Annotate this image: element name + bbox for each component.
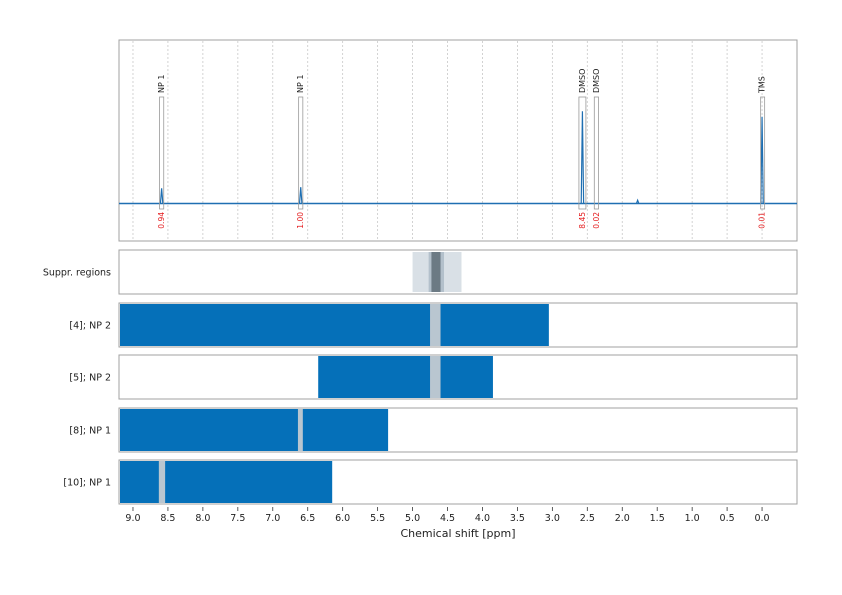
spectrum-frame	[118, 39, 798, 242]
spectrum-peak	[580, 111, 585, 204]
x-tick-label: 3.5	[510, 513, 525, 524]
row-label: [10]; NP 1	[63, 478, 111, 489]
range-row: [5]; NP 2	[69, 354, 798, 400]
integral-value: 0.01	[758, 212, 767, 229]
x-tick-label: 2.0	[615, 513, 630, 524]
range-bar	[120, 304, 549, 346]
x-tick-label: 4.5	[440, 513, 455, 524]
spectrum-peak	[760, 116, 764, 204]
x-tick-label: 7.5	[230, 513, 245, 524]
x-axis: 9.0 8.5 8.0 7.5 7.0 6.5 6.0 5.5 5.0 4.5 4.0 3.5 3.0 2…	[125, 507, 770, 540]
range-highlight	[297, 409, 303, 451]
range-row: [4]; NP 2	[69, 302, 798, 348]
x-tick-label: 5.0	[405, 513, 420, 524]
x-tick-label: 6.0	[335, 513, 350, 524]
integral-value: 0.02	[592, 212, 601, 229]
x-tick-label: 1.0	[685, 513, 700, 524]
range-highlight	[430, 356, 441, 398]
x-tick-label: 7.0	[265, 513, 280, 524]
range-bar	[120, 409, 389, 451]
range-row: [8]; NP 1	[69, 407, 798, 453]
x-tick-label: 6.5	[300, 513, 315, 524]
peak-annotation-box	[298, 96, 304, 210]
spectrum-panel: NP 1 0.94 NP 1 1.00 DMSO 8.45 DMSO 0.02 TMS 0.01	[118, 39, 798, 242]
x-axis-title: Chemical shift [ppm]	[400, 527, 515, 540]
suppr-band	[431, 252, 441, 292]
peak-label: DMSO	[578, 69, 587, 93]
peak-annotation-box	[760, 96, 766, 210]
peak-label: NP 1	[296, 75, 305, 93]
integral-value: 0.94	[157, 212, 166, 229]
spectrum-peak	[298, 187, 303, 204]
range-row: [10]; NP 1	[63, 459, 798, 505]
range-highlight	[430, 304, 441, 346]
peak-annotation-box	[159, 96, 165, 210]
x-tick-label: 5.5	[370, 513, 385, 524]
peak-label: DMSO	[592, 69, 601, 93]
integral-value: 8.45	[578, 212, 587, 229]
x-tick-label: 8.5	[160, 513, 175, 524]
range-bar	[120, 461, 333, 503]
range-highlight	[158, 461, 166, 503]
spectrum-peak	[159, 188, 164, 204]
suppr-regions-panel: Suppr. regions	[43, 249, 798, 295]
row-label: [5]; NP 2	[69, 373, 111, 384]
x-tick-label: 1.5	[650, 513, 665, 524]
peak-annotation-box	[593, 96, 599, 210]
row-label: [8]; NP 1	[69, 426, 111, 437]
x-tick-label: 4.0	[475, 513, 490, 524]
x-tick-label: 9.0	[125, 513, 140, 524]
row-label: Suppr. regions	[43, 268, 111, 279]
peak-label: NP 1	[157, 75, 166, 93]
range-bar	[318, 356, 493, 398]
x-tick-label: 8.0	[195, 513, 210, 524]
x-tick-label: 0.0	[754, 513, 769, 524]
integral-value: 1.00	[296, 212, 305, 229]
spectrum-peak	[635, 198, 640, 204]
row-label: [4]; NP 2	[69, 321, 111, 332]
peak-annotation-box	[578, 96, 587, 210]
x-tick-label: 2.5	[580, 513, 595, 524]
x-tick-label: 0.5	[720, 513, 735, 524]
peak-label: TMS	[758, 76, 767, 94]
x-tick-label: 3.0	[545, 513, 560, 524]
